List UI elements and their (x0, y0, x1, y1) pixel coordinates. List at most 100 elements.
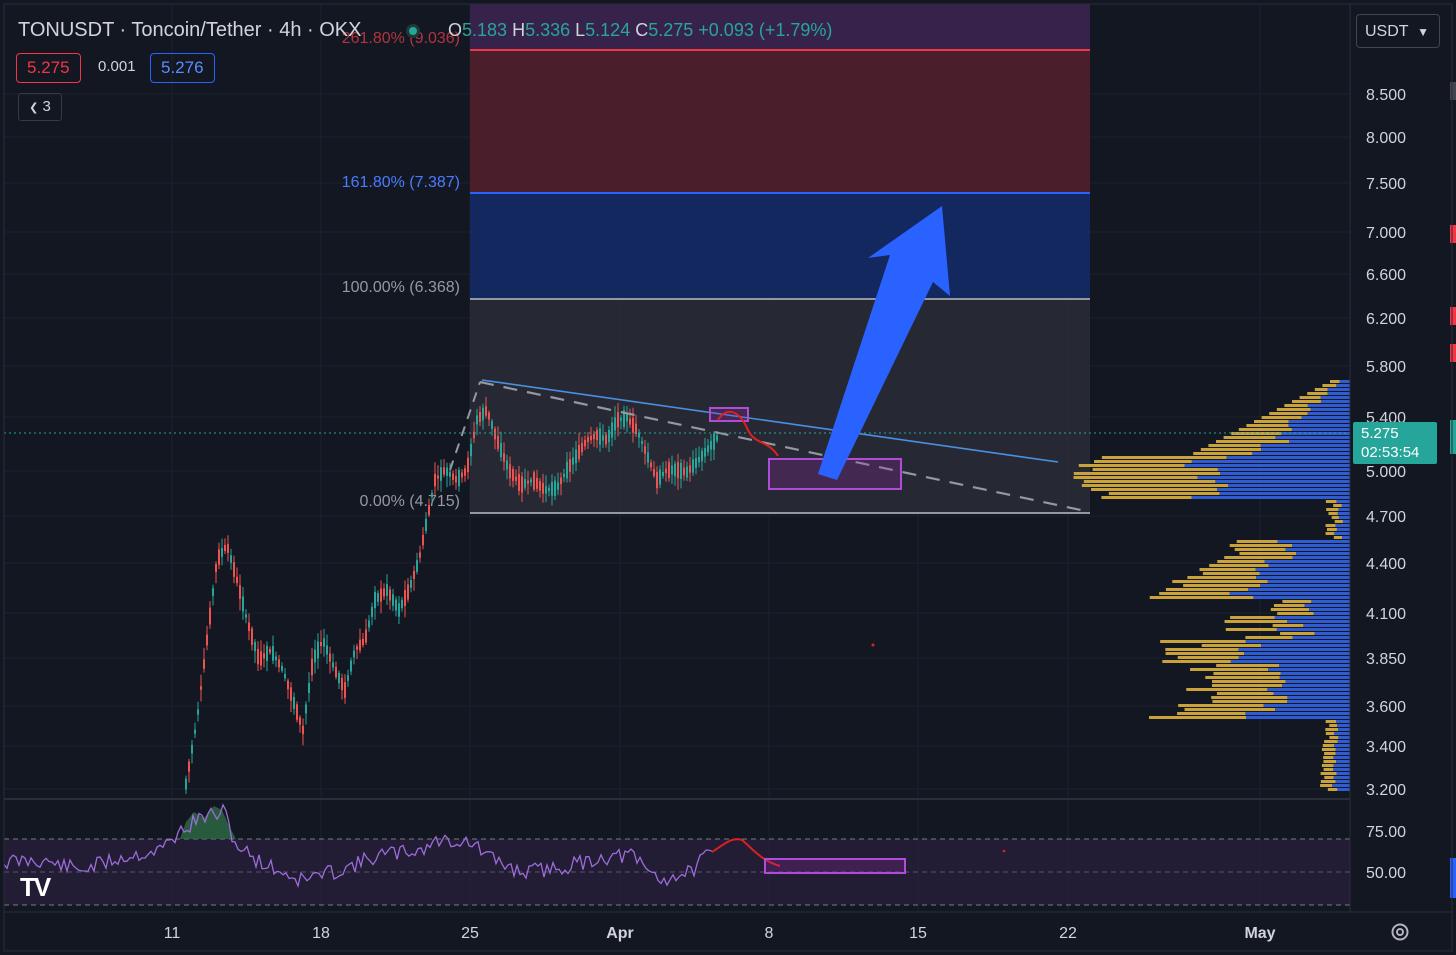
indicators-collapse-button[interactable]: ❮ 3 (18, 93, 62, 121)
indicators-count: 3 (42, 98, 51, 115)
candle-body (524, 479, 526, 488)
price-axis[interactable]: 8.5008.0007.5007.0006.6006.2005.8005.400… (1366, 87, 1406, 799)
volume-profile-bar-buy (1275, 708, 1350, 711)
candle-body (344, 682, 346, 698)
volume-profile-bar-buy (1303, 624, 1350, 627)
candle-body (539, 481, 541, 491)
volume-profile-bar-sell (1322, 384, 1337, 387)
rsi-axis-label: 50.00 (1366, 865, 1406, 882)
volume-profile (1073, 380, 1350, 791)
volume-profile-bar-sell (1165, 648, 1239, 651)
volume-profile-bar-sell (1239, 552, 1297, 555)
volume-profile-bar-buy (1285, 680, 1350, 683)
candle-body (353, 650, 355, 658)
volume-profile-bar-buy (1307, 412, 1350, 415)
candle-body (602, 435, 604, 441)
rsi-axis[interactable]: 75.00 50.00 (1366, 824, 1406, 882)
candle-body (608, 429, 610, 443)
candle-body (710, 440, 712, 450)
volume-profile-bar-buy (1285, 548, 1350, 551)
price-axis-label: 4.100 (1366, 606, 1406, 623)
volume-profile-bar-buy (1336, 528, 1350, 531)
volume-profile-bar-buy (1267, 580, 1350, 583)
fib-label-261: 261.80% (9.036) (342, 30, 460, 47)
volume-profile-bar-sell (1190, 668, 1269, 671)
volume-profile-bar-sell (1307, 392, 1328, 395)
price-axis-label: 5.800 (1366, 359, 1406, 376)
market-status-icon[interactable] (406, 24, 420, 38)
candle-body (716, 435, 718, 441)
volume-profile-bar-sell (1217, 560, 1265, 563)
candle-body (533, 472, 535, 490)
buy-price-button[interactable]: 5.276 (150, 53, 215, 83)
volume-profile-bar-buy (1288, 424, 1350, 427)
volume-profile-bar-sell (1094, 460, 1192, 463)
bar-countdown: 02:53:54 (1361, 444, 1420, 461)
candle-body (326, 645, 328, 655)
volume-profile-bar-buy (1268, 668, 1350, 671)
volume-profile-bar-sell (1328, 512, 1338, 515)
volume-profile-bar-buy (1320, 396, 1350, 399)
volume-profile-bar-buy (1334, 532, 1350, 535)
fibonacci-extension[interactable] (470, 4, 1090, 514)
candle-body (509, 464, 511, 479)
candle-body (632, 417, 634, 433)
volume-profile-bar-buy (1337, 788, 1350, 791)
candle-body (581, 442, 583, 453)
volume-profile-bar-sell (1234, 548, 1286, 551)
tradingview-logo-icon[interactable]: TV (20, 872, 51, 903)
volume-profile-bar-buy (1311, 600, 1350, 603)
price-axis-label: 4.700 (1366, 509, 1406, 526)
currency-select[interactable]: USDT ▼ (1356, 14, 1440, 48)
candle-body (626, 414, 628, 422)
descending-trendline[interactable] (481, 379, 1059, 463)
volume-profile-bar-buy (1292, 636, 1350, 639)
candle-body (203, 659, 205, 669)
candle-body (647, 452, 649, 463)
volume-profile-bar-buy (1256, 576, 1350, 579)
dashed-trendline[interactable] (479, 380, 1091, 514)
volume-profile-bar-sell (1212, 680, 1286, 683)
volume-profile-bar-buy (1296, 552, 1350, 555)
rsi-pane (3, 803, 1350, 906)
volume-profile-bar-buy (1280, 672, 1350, 675)
volume-profile-bar-buy (1288, 420, 1350, 423)
volume-profile-bar-buy (1332, 784, 1350, 787)
candle-body (422, 534, 424, 546)
volume-profile-bar-buy (1248, 588, 1350, 591)
candle-body (323, 638, 325, 647)
gear-icon[interactable] (1388, 920, 1412, 944)
volume-profile-bar-buy (1336, 720, 1350, 723)
candle-body (383, 588, 385, 597)
volume-profile-bar-sell (1331, 516, 1339, 519)
volume-profile-bar-sell (1333, 504, 1342, 507)
volume-profile-bar-sell (1231, 432, 1282, 435)
candle-body (308, 683, 310, 693)
right-edge-markers (1450, 82, 1456, 898)
low-label: L (575, 20, 586, 40)
sell-price-button[interactable]: 5.275 (16, 53, 81, 83)
candle-body (368, 620, 370, 628)
candle-body (335, 666, 337, 678)
candle-body (215, 564, 217, 572)
candle-body (230, 555, 232, 563)
price-axis-label: 8.500 (1366, 87, 1406, 104)
candle-body (491, 421, 493, 429)
volume-profile-bar-sell (1177, 656, 1239, 659)
candle-body (638, 432, 640, 438)
fib-label-161: 161.80% (7.387) (342, 174, 460, 191)
volume-profile-bar-sell (1083, 480, 1216, 483)
volume-profile-bar-sell (1325, 728, 1339, 731)
bullish-arrow[interactable] (818, 206, 950, 480)
volume-profile-bar-buy (1261, 644, 1350, 647)
candle-body (386, 584, 388, 596)
time-axis[interactable]: 11 18 25 Apr 8 15 22 May (164, 925, 1276, 942)
candle-body (365, 629, 367, 643)
candle-body (668, 462, 670, 478)
symbol-title[interactable]: TONUSDT · Toncoin/Tether · 4h · OKX (18, 19, 362, 41)
volume-profile-bar-sell (1325, 532, 1335, 535)
candle-body (560, 477, 562, 485)
candle-body (185, 778, 187, 790)
price-axis-label: 4.400 (1366, 556, 1406, 573)
